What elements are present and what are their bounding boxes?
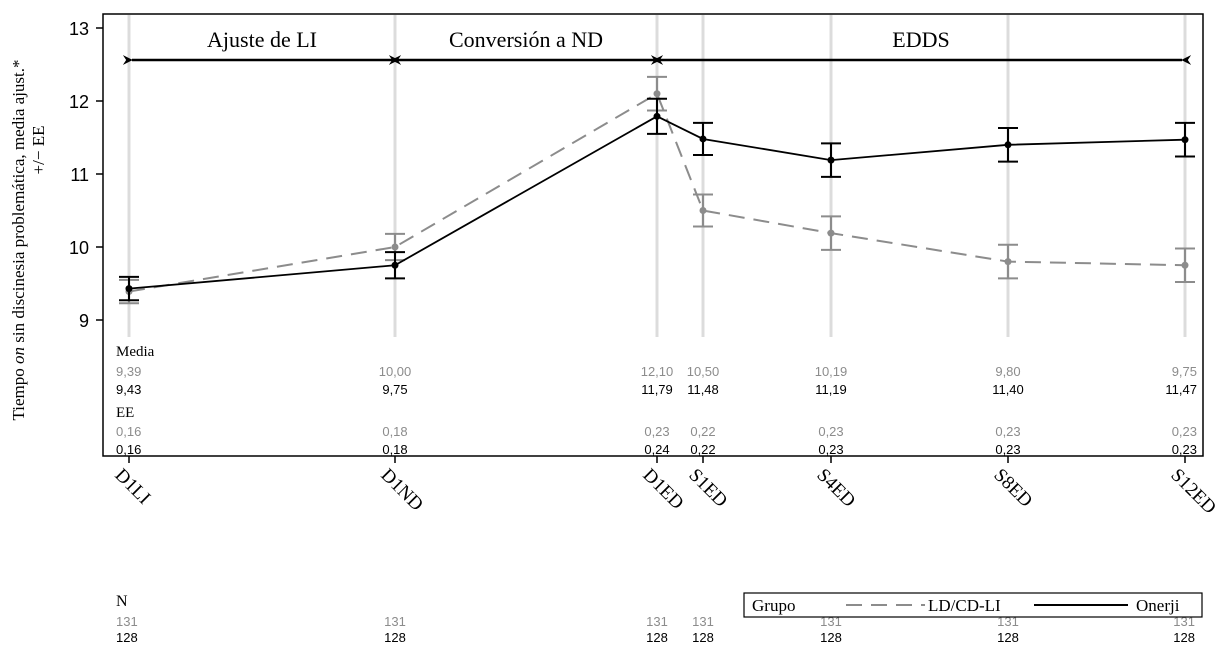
mean-label-onerji-5: 11,40 <box>992 382 1024 397</box>
se-label-ld-cd-li-5: 0,23 <box>995 424 1020 439</box>
n-label-onerji-1: 128 <box>384 630 406 645</box>
table-label-n: N <box>116 593 128 610</box>
n-label-ld-cd-li-1: 131 <box>384 614 406 629</box>
se-label-ld-cd-li-1: 0,18 <box>382 424 407 439</box>
n-label-onerji-6: 128 <box>1173 630 1195 645</box>
mean-label-ld-cd-li-4: 10,19 <box>815 364 848 379</box>
se-label-ld-cd-li-2: 0,23 <box>644 424 669 439</box>
data-point-ld-cd-li-1 <box>391 243 399 251</box>
n-label-onerji-0: 128 <box>116 630 138 645</box>
x-tick-label-s4ed: S4ED <box>812 465 859 512</box>
mean-label-ld-cd-li-2: 12,10 <box>641 364 674 379</box>
y-tick-label-13: 13 <box>69 19 89 39</box>
y-axis-label-part: on <box>9 347 28 364</box>
se-label-onerji-1: 0,18 <box>382 442 407 457</box>
mean-label-onerji-1: 9,75 <box>382 382 407 397</box>
data-point-onerji-3 <box>699 135 707 143</box>
x-tick-label-d1nd: D1ND <box>376 465 427 516</box>
legend-label-onerji: Onerji <box>1136 596 1180 615</box>
y-axis-label-line2: +/− EE <box>29 126 48 175</box>
data-point-ld-cd-li-3 <box>699 207 707 214</box>
data-point-onerji-1 <box>391 261 399 269</box>
se-label-ld-cd-li-4: 0,23 <box>818 424 843 439</box>
n-label-ld-cd-li-0: 131 <box>116 614 138 629</box>
se-label-onerji-4: 0,23 <box>818 442 843 457</box>
n-label-onerji-2: 128 <box>646 630 668 645</box>
mean-label-ld-cd-li-1: 10,00 <box>379 364 412 379</box>
x-tick-label-s1ed: S1ED <box>684 465 731 512</box>
se-label-ld-cd-li-0: 0,16 <box>116 424 141 439</box>
n-label-onerji-3: 128 <box>692 630 714 645</box>
mean-label-ld-cd-li-6: 9,75 <box>1172 364 1197 379</box>
se-label-ld-cd-li-6: 0,23 <box>1172 424 1197 439</box>
phase-label-2: Conversión a ND <box>449 27 603 52</box>
series-layer <box>119 75 1195 305</box>
se-label-onerji-6: 0,23 <box>1172 442 1197 457</box>
y-axis-label-part: sin discinesia problemática, media ajust… <box>9 59 28 347</box>
data-point-ld-cd-li-4 <box>827 229 835 237</box>
mean-label-ld-cd-li-0: 9,39 <box>116 364 141 379</box>
data-point-ld-cd-li-5 <box>1004 258 1012 266</box>
y-axis-label-part: Tiempo <box>9 364 28 421</box>
data-point-ld-cd-li-6 <box>1181 261 1189 269</box>
x-tick-label-s8ed: S8ED <box>989 465 1036 512</box>
se-label-onerji-5: 0,23 <box>995 442 1020 457</box>
n-label-ld-cd-li-2: 131 <box>646 614 668 629</box>
mean-label-onerji-2: 11,79 <box>641 382 673 397</box>
y-axis-label-line1: Tiempo on sin discinesia problemática, m… <box>9 59 28 420</box>
phase-annotations: Ajuste de LI Conversión a ND EDDS <box>122 27 1192 65</box>
y-tick-label-11: 11 <box>70 165 89 185</box>
y-axis: 9 10 11 12 13 <box>69 19 103 331</box>
data-point-onerji-2 <box>653 112 661 120</box>
y-tick-label-12: 12 <box>69 92 89 112</box>
x-tick-label-d1ed: D1ED <box>638 465 687 514</box>
se-label-onerji-0: 0,16 <box>116 442 141 457</box>
table-label-mean: Media <box>116 344 155 360</box>
n-label-ld-cd-li-3: 131 <box>692 614 714 629</box>
n-label-ld-cd-li-4: 131 <box>820 614 842 629</box>
legend-label-ld-cd-li: LD/CD-LI <box>928 596 1001 615</box>
n-label-onerji-5: 128 <box>997 630 1019 645</box>
mean-label-onerji-6: 11,47 <box>1165 382 1197 397</box>
table-label-se: EE <box>116 405 134 421</box>
value-table: Media EE 9,39 10,00 12,10 10,50 10,19 9,80 9,75 0… <box>116 344 1197 645</box>
data-point-onerji-6 <box>1181 136 1189 144</box>
plot-frame <box>102 13 1204 457</box>
y-tick-label-9: 9 <box>79 311 89 331</box>
y-tick-label-10: 10 <box>69 238 89 258</box>
data-point-onerji-0 <box>125 285 133 293</box>
mean-label-ld-cd-li-5: 9,80 <box>995 364 1020 379</box>
x-tick-label-s12ed: S12ED <box>1166 465 1219 519</box>
mean-label-ld-cd-li-3: 10,50 <box>687 364 720 379</box>
n-label-ld-cd-li-5: 131 <box>997 614 1019 629</box>
mean-label-onerji-4: 11,19 <box>815 382 847 397</box>
legend-title: Grupo <box>752 596 795 615</box>
se-label-onerji-3: 0,22 <box>690 442 715 457</box>
n-label-ld-cd-li-6: 131 <box>1173 614 1195 629</box>
n-label-onerji-4: 128 <box>820 630 842 645</box>
y-axis-label: Tiempo on sin discinesia problemática, m… <box>9 59 48 420</box>
mean-label-onerji-0: 9,43 <box>116 382 141 397</box>
phase-label-1: Ajuste de LI <box>207 27 317 52</box>
x-tick-label-d1li: D1LI <box>110 465 154 509</box>
se-label-onerji-2: 0,24 <box>644 442 669 457</box>
phase-label-3: EDDS <box>892 27 949 52</box>
mean-label-onerji-3: 11,48 <box>687 382 719 397</box>
legend: Grupo LD/CD-LI Onerji <box>743 592 1203 618</box>
data-point-ld-cd-li-2 <box>653 90 661 98</box>
grid-lines <box>127 15 1187 337</box>
data-point-onerji-5 <box>1004 141 1012 149</box>
data-point-onerji-4 <box>827 156 835 164</box>
se-label-ld-cd-li-3: 0,22 <box>690 424 715 439</box>
